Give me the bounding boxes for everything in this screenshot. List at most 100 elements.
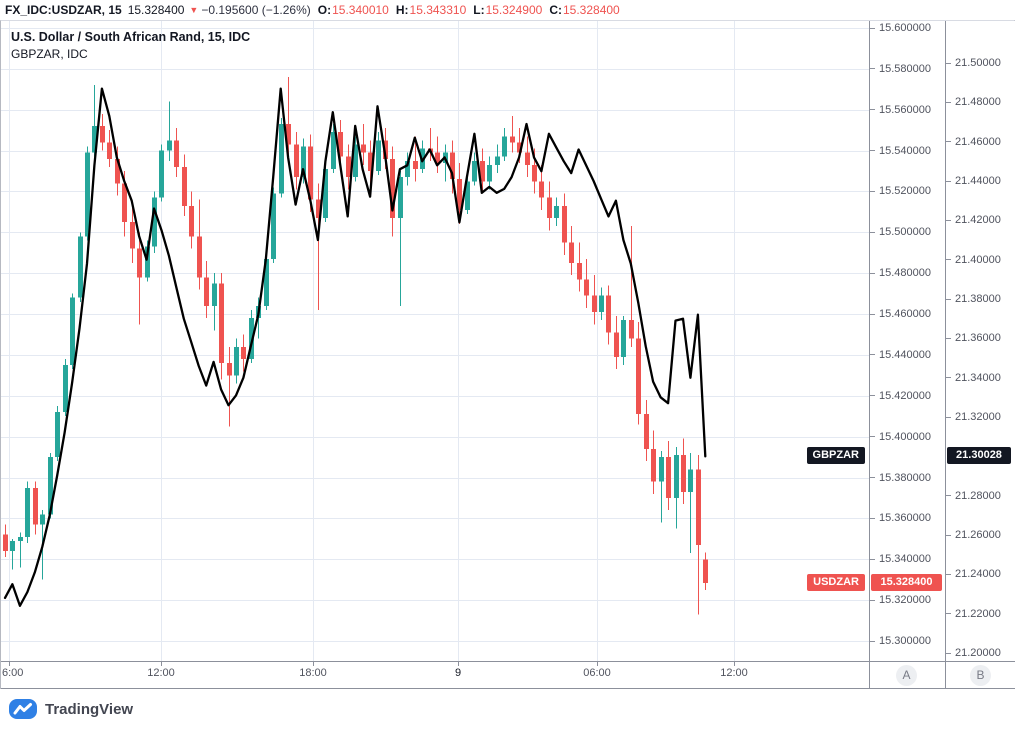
- candle-body: [674, 455, 679, 498]
- candle-body: [234, 346, 239, 376]
- candle-body: [3, 534, 8, 552]
- time-tick-label: 6:00: [2, 667, 24, 679]
- price-tick-label: 15.540000: [879, 144, 931, 157]
- chart-pane[interactable]: [1, 21, 869, 661]
- candle-body: [405, 160, 410, 178]
- time-tick-mark: [734, 662, 735, 666]
- legend-main-symbol[interactable]: U.S. Dollar / South African Rand, 15, ID…: [11, 30, 251, 44]
- price-tick-label: 21.36000: [955, 332, 1001, 345]
- price-tick-label: 15.560000: [879, 103, 931, 116]
- price-scale-b-button[interactable]: B: [970, 665, 991, 686]
- grid-layer: [1, 21, 869, 661]
- price-scale-b[interactable]: 21.50000 21.48000 21.46000 21.44000 21.42000…: [945, 21, 1015, 661]
- price-tick-label: 15.320000: [879, 594, 931, 607]
- usdzar-series-badge: USDZAR: [807, 574, 865, 592]
- price-tick-mark: [946, 101, 951, 103]
- candle-body: [569, 242, 574, 263]
- candle-body: [495, 156, 500, 165]
- price-tick-label: 15.340000: [879, 553, 931, 566]
- price-scale-a[interactable]: 15.600000 15.580000 15.560000 15.540000 15.5…: [869, 21, 945, 661]
- time-tick-mark: [9, 662, 10, 666]
- price-tick-label: 15.520000: [879, 185, 931, 198]
- candle-body: [353, 144, 358, 178]
- price-tick-label: 15.480000: [879, 267, 931, 280]
- price-tick-mark: [870, 272, 875, 274]
- candle-body: [137, 248, 142, 278]
- time-tick-label: 12:00: [720, 667, 748, 679]
- price-tick-mark: [870, 354, 875, 356]
- price-tick-mark: [946, 613, 951, 615]
- line-series-gbpzar: [3, 87, 707, 607]
- tradingview-logo[interactable]: TradingView: [8, 697, 133, 721]
- candle-body: [644, 414, 649, 449]
- candle-body: [182, 166, 187, 206]
- price-change-value: −0.195600 (−1.26%): [201, 3, 311, 17]
- price-tick-label: 15.440000: [879, 348, 931, 361]
- candle-body: [532, 164, 537, 182]
- price-tick-label: 21.22000: [955, 607, 1001, 620]
- price-tick-label: 21.48000: [955, 96, 1001, 109]
- candle-body: [688, 469, 693, 492]
- time-axis[interactable]: A B 6:00 12:00 18:00 9 06:00 12:00: [1, 661, 1015, 689]
- price-tick-mark: [870, 313, 875, 315]
- high-value: 15.343310: [409, 3, 467, 17]
- candle-body: [70, 297, 75, 366]
- time-tick-label: 06:00: [583, 667, 611, 679]
- price-tick-mark: [870, 190, 875, 192]
- candle-body: [25, 487, 30, 537]
- candle-body: [554, 205, 559, 219]
- candle-body: [63, 365, 68, 413]
- candle-body: [189, 205, 194, 237]
- time-tick-mark: [597, 662, 598, 666]
- price-tick-mark: [870, 599, 875, 601]
- candle-body: [159, 150, 164, 198]
- price-tick-mark: [870, 436, 875, 438]
- price-tick-label: 21.42000: [955, 214, 1001, 227]
- candle-body: [331, 132, 336, 169]
- price-tick-mark: [870, 395, 875, 397]
- price-tick-mark: [870, 231, 875, 233]
- price-tick-label: 21.46000: [955, 135, 1001, 148]
- price-tick-mark: [946, 219, 951, 221]
- price-tick-mark: [870, 477, 875, 479]
- time-tick-mark: [458, 662, 459, 666]
- candle-body: [122, 183, 127, 223]
- last-price-value: 15.328400: [127, 3, 185, 17]
- low-label: L:: [473, 3, 485, 17]
- candle-body: [48, 457, 53, 515]
- legend-overlay-symbol[interactable]: GBPZAR, IDC: [11, 47, 88, 61]
- candles-series-usdzar: [3, 77, 708, 615]
- candle-body: [383, 140, 388, 159]
- close-value: 15.328400: [562, 3, 620, 17]
- candle-body: [294, 144, 299, 178]
- usdzar-last-price-badge: 15.328400: [871, 574, 942, 592]
- price-tick-mark: [946, 62, 951, 64]
- price-tick-mark: [870, 68, 875, 70]
- tradingview-logo-text: TradingView: [45, 700, 134, 718]
- candle-body: [450, 152, 455, 180]
- price-tick-mark: [946, 377, 951, 379]
- candle-body: [629, 320, 634, 339]
- candle-body: [279, 124, 284, 194]
- price-tick-mark: [870, 517, 875, 519]
- candle-body: [316, 199, 321, 219]
- price-tick-mark: [870, 109, 875, 111]
- gbpzar-series-badge: GBPZAR: [806, 447, 865, 465]
- price-tick-mark: [870, 640, 875, 642]
- candle-body: [696, 469, 701, 545]
- candle-body: [227, 363, 232, 376]
- candle-body: [85, 152, 90, 237]
- price-tick-label: 21.44000: [955, 175, 1001, 187]
- price-tick-label: 15.580000: [879, 62, 931, 75]
- time-tick-mark: [161, 662, 162, 666]
- candle-body: [338, 132, 343, 157]
- candle-body: [308, 146, 313, 200]
- axis-separator: [869, 662, 870, 688]
- price-tick-label: 15.600000: [879, 22, 931, 34]
- candle-body: [361, 144, 366, 153]
- price-scale-a-button[interactable]: A: [896, 665, 917, 686]
- price-tick-label: 21.50000: [955, 57, 1001, 69]
- price-down-arrow-icon: ▼: [189, 5, 199, 15]
- candle-body: [55, 412, 60, 458]
- price-tick-mark: [946, 495, 951, 497]
